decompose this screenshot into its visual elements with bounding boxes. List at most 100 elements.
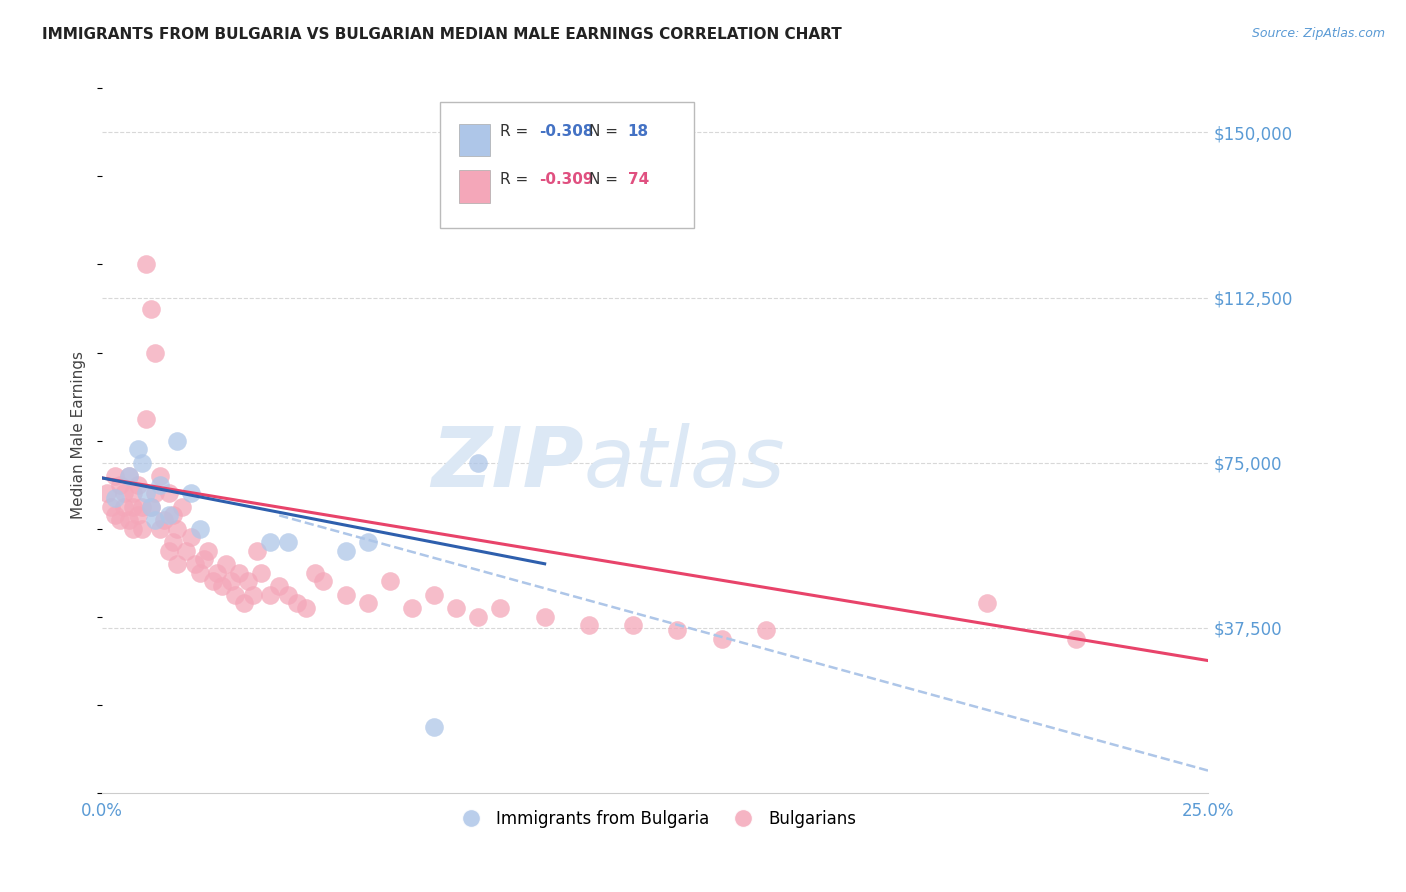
- Text: -0.308: -0.308: [538, 124, 593, 138]
- Point: [215, 557, 238, 571]
- Point: [242, 588, 264, 602]
- Text: N =: N =: [589, 172, 623, 187]
- Text: atlas: atlas: [583, 423, 785, 504]
- Point: [228, 566, 250, 580]
- Legend: Immigrants from Bulgaria, Bulgarians: Immigrants from Bulgaria, Bulgarians: [449, 803, 862, 834]
- Point: [127, 508, 149, 523]
- Text: 74: 74: [627, 172, 650, 187]
- Point: [153, 513, 176, 527]
- Point: [197, 543, 219, 558]
- Point: [122, 486, 145, 500]
- FancyBboxPatch shape: [440, 103, 695, 227]
- Point: [127, 477, 149, 491]
- Text: N =: N =: [589, 124, 623, 138]
- Point: [162, 534, 184, 549]
- Point: [423, 588, 446, 602]
- Point: [149, 522, 172, 536]
- Point: [157, 543, 180, 558]
- Point: [219, 574, 242, 589]
- Point: [139, 500, 162, 514]
- Point: [755, 623, 778, 637]
- Point: [357, 596, 380, 610]
- Point: [444, 600, 467, 615]
- Point: [104, 508, 127, 523]
- Point: [259, 588, 281, 602]
- Text: IMMIGRANTS FROM BULGARIA VS BULGARIAN MEDIAN MALE EARNINGS CORRELATION CHART: IMMIGRANTS FROM BULGARIA VS BULGARIAN ME…: [42, 27, 842, 42]
- Point: [312, 574, 335, 589]
- Point: [131, 456, 153, 470]
- Point: [357, 534, 380, 549]
- Point: [201, 574, 224, 589]
- Point: [232, 596, 254, 610]
- Point: [112, 486, 135, 500]
- Point: [143, 345, 166, 359]
- Point: [112, 500, 135, 514]
- Point: [259, 534, 281, 549]
- Point: [467, 456, 489, 470]
- Point: [135, 486, 157, 500]
- Point: [104, 468, 127, 483]
- Point: [277, 534, 299, 549]
- Point: [335, 588, 357, 602]
- Text: -0.309: -0.309: [538, 172, 593, 187]
- Point: [401, 600, 423, 615]
- Point: [162, 508, 184, 523]
- Point: [180, 486, 202, 500]
- Text: 18: 18: [627, 124, 648, 138]
- Point: [135, 411, 157, 425]
- Text: R =: R =: [501, 172, 533, 187]
- Point: [180, 530, 202, 544]
- Point: [269, 579, 291, 593]
- Point: [423, 720, 446, 734]
- Point: [285, 596, 308, 610]
- Point: [224, 588, 246, 602]
- Point: [335, 543, 357, 558]
- Text: ZIP: ZIP: [430, 423, 583, 504]
- Point: [467, 609, 489, 624]
- Point: [166, 557, 188, 571]
- Point: [666, 623, 689, 637]
- Text: R =: R =: [501, 124, 533, 138]
- Point: [193, 552, 215, 566]
- Point: [149, 477, 172, 491]
- Point: [294, 600, 316, 615]
- Point: [184, 557, 207, 571]
- Point: [238, 574, 260, 589]
- Y-axis label: Median Male Earnings: Median Male Earnings: [72, 351, 86, 519]
- Point: [166, 434, 188, 448]
- Point: [143, 486, 166, 500]
- Point: [157, 508, 180, 523]
- Point: [96, 486, 118, 500]
- Point: [710, 632, 733, 646]
- Point: [100, 500, 122, 514]
- Point: [139, 301, 162, 316]
- Point: [621, 618, 644, 632]
- Point: [122, 500, 145, 514]
- Bar: [460, 170, 491, 202]
- Point: [246, 543, 269, 558]
- Point: [250, 566, 273, 580]
- Point: [157, 486, 180, 500]
- Point: [108, 477, 131, 491]
- Point: [170, 500, 193, 514]
- Point: [174, 543, 197, 558]
- Point: [108, 513, 131, 527]
- Point: [149, 468, 172, 483]
- Point: [118, 468, 141, 483]
- Point: [166, 522, 188, 536]
- Point: [118, 513, 141, 527]
- Point: [304, 566, 326, 580]
- Point: [143, 513, 166, 527]
- Bar: [460, 124, 491, 156]
- Point: [122, 522, 145, 536]
- Point: [578, 618, 600, 632]
- Point: [135, 258, 157, 272]
- Point: [207, 566, 229, 580]
- Point: [127, 442, 149, 457]
- Point: [976, 596, 998, 610]
- Point: [131, 500, 153, 514]
- Point: [489, 600, 512, 615]
- Point: [139, 500, 162, 514]
- Point: [277, 588, 299, 602]
- Point: [188, 566, 211, 580]
